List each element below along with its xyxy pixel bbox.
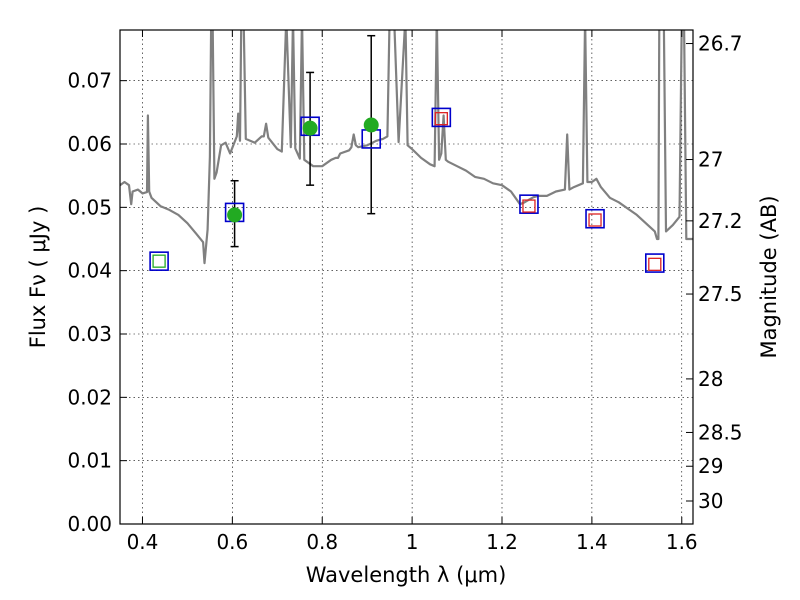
detection-point	[227, 207, 243, 223]
model-photometry-square	[431, 107, 452, 128]
model-photometry-square	[644, 253, 665, 273]
inner-square-marker	[434, 112, 448, 126]
x-tick-label: 1	[406, 530, 419, 554]
y-tick-label: 0.05	[67, 195, 112, 219]
y-tick-label: 0.06	[67, 132, 112, 156]
detection-point	[302, 120, 318, 136]
inner-square-marker	[648, 257, 662, 271]
y-tick-label: 0.03	[67, 322, 112, 346]
y2-axis-label: Magnitude (AB)	[757, 195, 781, 358]
y-axis-label: Flux Fν ( μJy )	[26, 206, 50, 349]
y2-tick-label: 29	[698, 454, 723, 478]
model-photometry-square	[585, 208, 605, 229]
inner-square-marker	[588, 213, 602, 227]
x-tick-label: 0.4	[127, 530, 159, 554]
y2-tick-label: 28	[698, 367, 723, 391]
inner-square-marker	[152, 254, 166, 268]
y2-tick-label: 28.5	[698, 420, 743, 444]
x-tick-label: 1.2	[486, 530, 518, 554]
y-tick-label: 0.00	[67, 512, 112, 536]
y2-tick-label: 27.5	[698, 282, 743, 306]
inner-square-marker	[522, 199, 536, 213]
x-tick-label: 0.6	[216, 530, 248, 554]
y-tick-label: 0.01	[67, 449, 112, 473]
model-photometry-square	[519, 194, 539, 214]
y2-tick-label: 30	[698, 489, 723, 513]
plot-frame	[119, 29, 694, 525]
y-tick-label: 0.04	[67, 259, 112, 283]
x-tick-label: 0.8	[306, 530, 338, 554]
y2-tick-label: 27	[698, 148, 723, 172]
y2-tick-label: 26.7	[698, 32, 743, 56]
detection-point	[363, 117, 379, 133]
y-tick-label: 0.07	[67, 69, 112, 93]
model-photometry-square	[149, 251, 169, 271]
y2-tick-label: 27.2	[698, 209, 743, 233]
x-tick-label: 1.4	[576, 530, 608, 554]
x-axis-label: Wavelength λ (μm)	[306, 563, 507, 587]
model-spectrum-line	[120, 30, 693, 265]
y-tick-label: 0.02	[67, 385, 112, 409]
x-tick-label: 1.6	[666, 530, 698, 554]
axes-ticks: 0.4 0.6 0.8 1 1.2 1.4 1.6 0.00 0.01 0.02 0.03 0.04 0…	[67, 30, 743, 554]
plot-area	[120, 30, 693, 273]
